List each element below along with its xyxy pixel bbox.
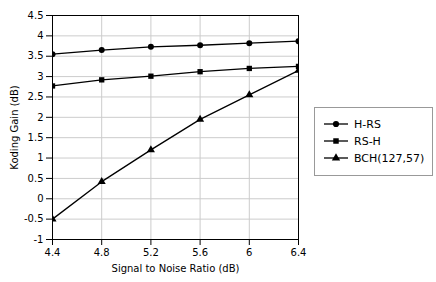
svg-text:3: 3 — [37, 71, 43, 82]
svg-text:Signal to Noise Ratio (dB): Signal to Noise Ratio (dB) — [112, 263, 240, 274]
svg-text:4.5: 4.5 — [28, 10, 44, 21]
svg-text:-1: -1 — [34, 234, 44, 245]
svg-text:5.6: 5.6 — [192, 247, 208, 258]
svg-text:4: 4 — [37, 30, 43, 41]
svg-text:2: 2 — [37, 112, 43, 123]
svg-text:Koding Gain (dB): Koding Gain (dB) — [9, 85, 20, 169]
svg-text:2.5: 2.5 — [28, 91, 44, 102]
html-text:BCH(127,57): BCH(127,57) — [354, 151, 425, 165]
svg-text:1.5: 1.5 — [28, 132, 44, 143]
svg-text:-0.5: -0.5 — [24, 213, 44, 224]
svg-text:6: 6 — [246, 247, 252, 258]
svg-text:4.8: 4.8 — [94, 247, 110, 258]
svg-text:3.5: 3.5 — [28, 50, 44, 61]
svg-text:5.2: 5.2 — [143, 247, 159, 258]
svg-text:0.5: 0.5 — [28, 173, 44, 184]
svg-text:1: 1 — [37, 152, 43, 163]
svg-text:0: 0 — [37, 193, 43, 204]
svg-text:4.4: 4.4 — [45, 247, 61, 258]
svg-text:6.4: 6.4 — [291, 247, 307, 258]
html-text:RS-H: RS-H — [354, 134, 381, 148]
html-text:H-RS: H-RS — [354, 117, 381, 131]
